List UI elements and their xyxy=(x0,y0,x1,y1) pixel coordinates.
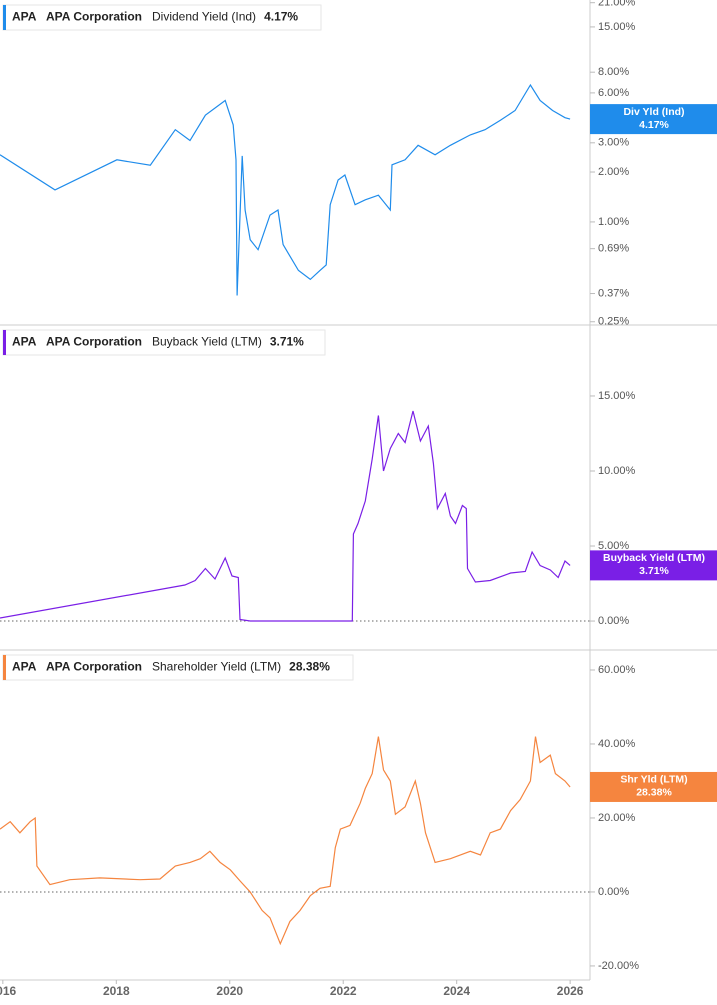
data-line xyxy=(0,410,571,622)
tag-value: 4.17% xyxy=(639,119,669,131)
header-swatch xyxy=(3,330,6,355)
data-line xyxy=(0,83,571,296)
x-tick-label: 2026 xyxy=(557,984,584,998)
legend-entry: Dividend Yield (Ind) xyxy=(152,10,256,24)
header-company: APA Corporation xyxy=(46,10,142,24)
header-swatch xyxy=(3,5,6,30)
header-ticker: APA xyxy=(12,10,37,24)
header-value: 4.17% xyxy=(264,10,298,24)
tag-value: 3.71% xyxy=(639,565,669,577)
y-tick-label: 15.00% xyxy=(598,21,636,33)
value-tag xyxy=(590,550,717,581)
y-tick-label: 2.00% xyxy=(598,166,629,178)
data-line xyxy=(0,736,571,946)
header-value: 3.71% xyxy=(270,335,304,349)
header-swatch xyxy=(3,655,6,680)
value-tag xyxy=(590,771,717,802)
tag-name: Buyback Yield (LTM) xyxy=(603,552,705,564)
x-tick-label: 2024 xyxy=(443,984,470,998)
y-tick-label: 21.00% xyxy=(598,0,636,9)
y-tick-label: 1.00% xyxy=(598,216,629,228)
y-tick-label: 0.37% xyxy=(598,287,629,299)
tag-name: Shr Yld (LTM) xyxy=(620,774,687,786)
y-tick-label: 8.00% xyxy=(598,66,629,78)
x-tick-label: 2020 xyxy=(216,984,243,998)
y-tick-label: 60.00% xyxy=(598,664,636,676)
header-ticker: APA xyxy=(12,335,37,349)
x-tick-label: 2022 xyxy=(330,984,357,998)
value-tag xyxy=(590,104,717,135)
y-tick-label: 0.00% xyxy=(598,886,629,898)
header-company: APA Corporation xyxy=(46,660,142,674)
tag-name: Div Yld (Ind) xyxy=(623,106,684,118)
y-tick-label: 40.00% xyxy=(598,738,636,750)
tag-value: 28.38% xyxy=(636,787,672,799)
y-tick-label: 0.00% xyxy=(598,615,629,627)
legend-entry: Shareholder Yield (LTM) xyxy=(152,660,281,674)
y-tick-label: 10.00% xyxy=(598,465,636,477)
y-tick-label: 15.00% xyxy=(598,390,636,402)
y-tick-label: 20.00% xyxy=(598,812,636,824)
legend-entry: Buyback Yield (LTM) xyxy=(152,335,262,349)
y-tick-label: 6.00% xyxy=(598,87,629,99)
y-tick-label: -20.00% xyxy=(598,960,639,972)
y-tick-label: 0.69% xyxy=(598,243,629,255)
x-tick-label: 2018 xyxy=(103,984,130,998)
header-company: APA Corporation xyxy=(46,335,142,349)
y-tick-label: 3.00% xyxy=(598,137,629,149)
x-tick-label: 2016 xyxy=(0,984,17,998)
y-tick-label: 5.00% xyxy=(598,540,629,552)
header-value: 28.38% xyxy=(289,660,330,674)
header-box xyxy=(2,654,354,681)
header-ticker: APA xyxy=(12,660,37,674)
y-tick-label: 0.25% xyxy=(598,316,629,328)
